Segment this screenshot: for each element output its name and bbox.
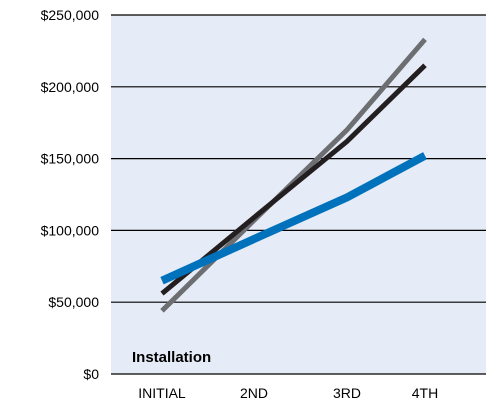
y-tick-label: $100,000 [41, 222, 100, 238]
y-tick-label: $150,000 [41, 151, 100, 167]
y-tick-label: $0 [83, 366, 99, 382]
x-tick-label: 2ND [240, 385, 268, 401]
y-tick-label: $250,000 [41, 7, 100, 23]
series-line [160, 37, 427, 313]
x-tick-label: INITIAL [138, 385, 186, 401]
chart-annotation: Installation [132, 349, 211, 366]
x-tick-label: 3RD [333, 385, 361, 401]
x-axis-tick-labels: INITIAL 2ND 3RD 4TH [138, 385, 438, 401]
y-axis-tick-labels: $0 $50,000 $100,000 $150,000 $200,000 $250,00… [41, 7, 100, 382]
series-lines [160, 37, 427, 313]
y-tick-label: $50,000 [48, 294, 99, 310]
x-tick-label: 4TH [412, 385, 438, 401]
plot-background [111, 15, 486, 374]
y-tick-label: $200,000 [41, 79, 100, 95]
series-line [160, 152, 427, 285]
